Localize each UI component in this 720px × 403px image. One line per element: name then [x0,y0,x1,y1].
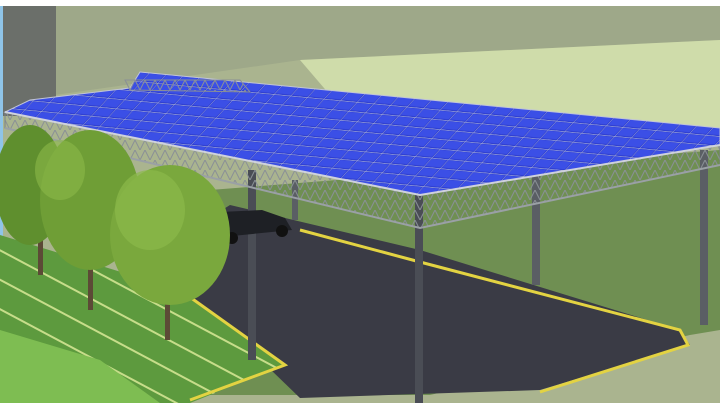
column [532,175,540,285]
tree-highlight [35,140,85,200]
column [248,170,256,360]
column [415,195,423,403]
canopy-edge [4,111,720,197]
wall-upper [55,6,720,95]
trunk [88,250,93,310]
trunk [38,230,43,275]
truss-back [124,79,252,93]
column [292,180,298,220]
lawn [0,330,160,403]
tree-highlight [115,170,185,250]
curb-line [179,288,289,402]
wheel [276,225,288,237]
column [700,150,708,325]
field [300,40,720,130]
trunk [165,280,170,340]
asphalt [180,205,690,398]
truss-chord [4,127,720,230]
trees [0,125,230,340]
curb-line [299,228,691,394]
